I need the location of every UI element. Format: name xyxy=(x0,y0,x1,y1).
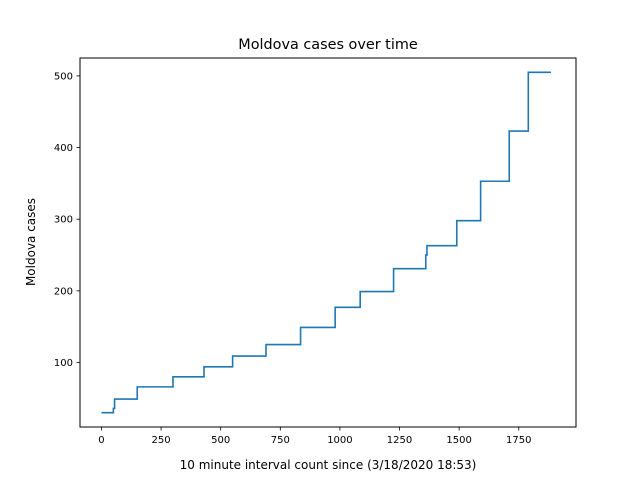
x-tick-label: 250 xyxy=(152,435,171,446)
y-tick-label: 500 xyxy=(54,71,73,82)
y-tick-label: 200 xyxy=(54,286,73,297)
x-tick-label: 500 xyxy=(211,435,230,446)
y-tick-label: 400 xyxy=(54,143,73,154)
chart-title: Moldova cases over time xyxy=(238,37,418,53)
y-tick-label: 100 xyxy=(54,358,73,369)
x-tick-label: 1250 xyxy=(387,435,412,446)
x-tick-label: 1000 xyxy=(327,435,352,446)
x-tick-label: 750 xyxy=(271,435,290,446)
x-tick-label: 0 xyxy=(98,435,104,446)
x-tick-label: 1750 xyxy=(506,435,531,446)
x-tick-label: 1500 xyxy=(446,435,471,446)
x-axis-label: 10 minute interval count since (3/18/202… xyxy=(180,458,477,472)
y-tick-label: 300 xyxy=(54,215,73,226)
y-axis-label: Moldova cases xyxy=(24,198,38,286)
